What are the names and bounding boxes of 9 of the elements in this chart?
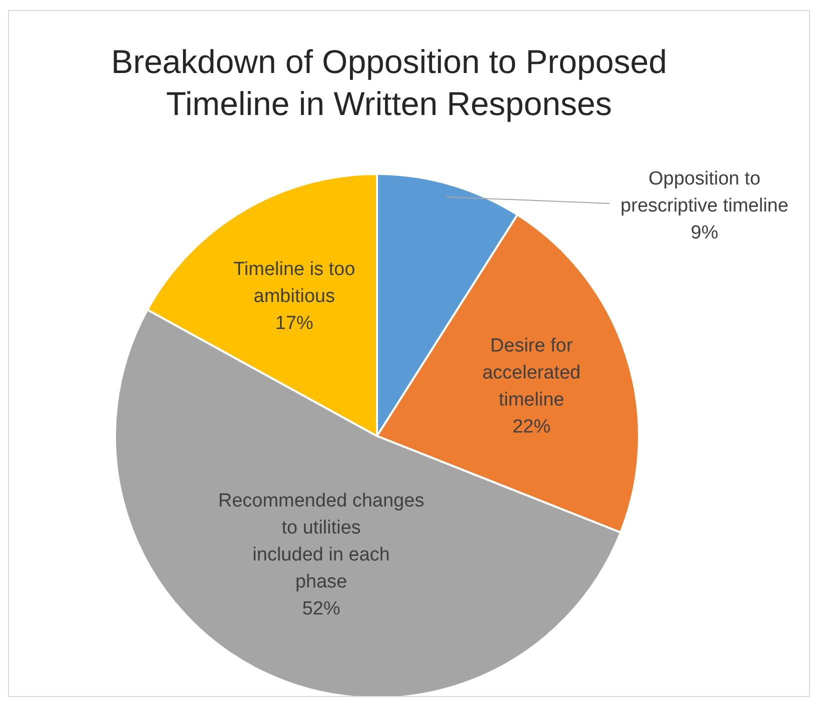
data-label: 22% (512, 416, 551, 437)
slice-label: Opposition to prescriptive timeline (620, 168, 788, 216)
data-label: 9% (690, 222, 718, 243)
slice-label: Recommended changes to utilities included in each phase (218, 490, 424, 592)
slice-label: Timeline is too ambitious (233, 258, 356, 307)
slice-label: Desire for accelerated timeline (482, 334, 581, 410)
chart-title: Breakdown of Opposition to Proposed Timeline in Written Responses (110, 42, 668, 124)
data-label: 17% (275, 312, 314, 334)
data-label: 52% (302, 598, 340, 620)
